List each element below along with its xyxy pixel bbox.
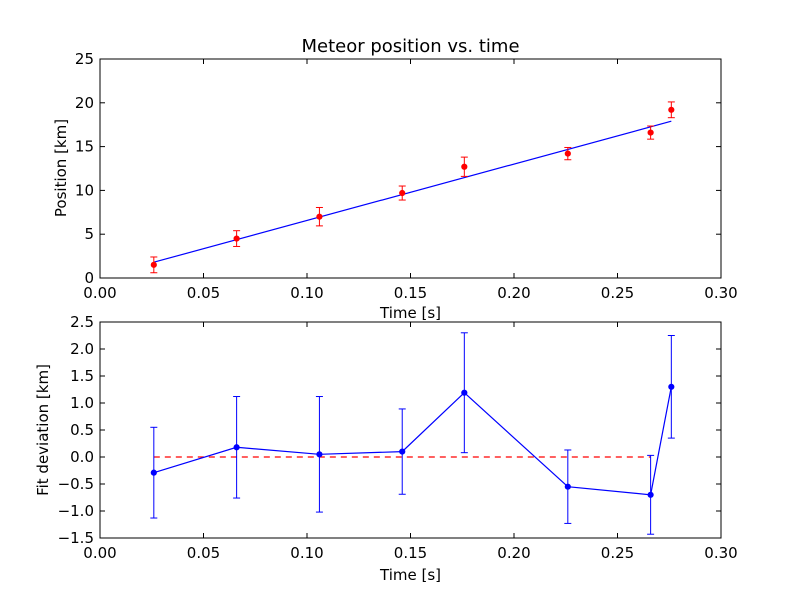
y-tick-label: 15 — [75, 138, 94, 156]
x-tick-label: 0.20 — [497, 284, 530, 302]
y-tick-label: 10 — [75, 181, 94, 199]
plot-area — [150, 101, 675, 274]
data-point — [150, 261, 157, 268]
x-axis-label: Time [s] — [379, 566, 441, 584]
y-tick-label: 20 — [75, 94, 94, 112]
data-point — [668, 383, 675, 390]
data-point — [461, 389, 468, 396]
x-tick-label: 0.25 — [601, 544, 634, 562]
x-tick-label: 0.30 — [704, 544, 737, 562]
y-axis-label: Position [km] — [52, 119, 70, 217]
x-tick-label: 0.05 — [187, 284, 220, 302]
y-tick-label: 2.0 — [70, 340, 94, 358]
x-axis-label: Time [s] — [379, 304, 441, 322]
y-tick-label: 1.5 — [70, 367, 94, 385]
x-tick-label: 0.05 — [187, 544, 220, 562]
fit-line — [153, 120, 672, 263]
x-tick-label: 0.10 — [290, 544, 323, 562]
data-point — [233, 444, 240, 451]
data-point — [647, 491, 654, 498]
chart-position: Meteor position vs. time Time [s] Positi… — [52, 36, 738, 322]
y-tick-label: −1.0 — [58, 502, 94, 520]
data-point — [150, 469, 157, 476]
plot-frame — [99, 58, 722, 279]
y-tick-label: 5 — [84, 225, 94, 243]
data-point — [647, 129, 654, 136]
y-tick-label: 2.5 — [70, 313, 94, 331]
chart-deviation: Time [s] Fit deviation [km] 0.00 0.05 0.10… — [34, 313, 738, 584]
x-tick-label: 0.30 — [704, 284, 737, 302]
data-point — [461, 163, 468, 170]
y-tick-label: 1.0 — [70, 394, 94, 412]
data-point — [316, 213, 323, 220]
data-point — [316, 451, 323, 458]
data-point — [564, 150, 571, 157]
plot-frame — [99, 321, 722, 539]
x-tick-label: 0.15 — [394, 544, 427, 562]
y-tick-label: 25 — [75, 50, 94, 68]
axis-ticks: 0.00 0.05 0.10 0.15 0.20 0.25 0.30 0 5 10 15 20 25 — [75, 50, 738, 302]
y-tick-label: 0 — [84, 269, 94, 287]
y-tick-label: 0.0 — [70, 448, 94, 466]
y-tick-label: −0.5 — [58, 475, 94, 493]
data-point — [564, 483, 571, 490]
data-point — [399, 448, 406, 455]
chart-title: Meteor position vs. time — [301, 36, 519, 57]
plot-area — [150, 332, 675, 535]
x-tick-label: 0.00 — [83, 284, 116, 302]
y-axis-label: Fit deviation [km] — [34, 364, 52, 496]
axis-ticks: 0.00 0.05 0.10 0.15 0.20 0.25 0.30 −1.5 −1.0 −0.5… — [58, 313, 738, 562]
data-point — [399, 189, 406, 197]
x-tick-label: 0.15 — [394, 284, 427, 302]
x-tick-label: 0.20 — [497, 544, 530, 562]
deviation-line — [153, 386, 672, 496]
y-tick-label: 0.5 — [70, 421, 94, 439]
x-tick-label: 0.10 — [290, 284, 323, 302]
data-point — [233, 235, 240, 242]
x-tick-label: 0.00 — [83, 544, 116, 562]
data-point — [668, 106, 675, 113]
y-tick-label: −1.5 — [58, 529, 94, 547]
x-tick-label: 0.25 — [601, 284, 634, 302]
